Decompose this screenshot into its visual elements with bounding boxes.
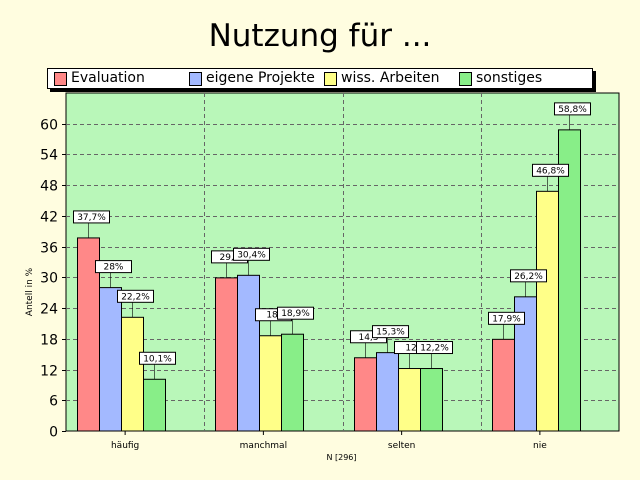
y-tick-label: 36 (40, 241, 58, 257)
x-tick-label: häufig (111, 441, 139, 451)
legend-swatch-wiss-arbeiten (324, 72, 337, 86)
data-label: 22,2% (121, 292, 150, 302)
data-label: 14,3 (358, 333, 378, 343)
data-label-box (372, 325, 409, 339)
data-label-box (95, 260, 132, 274)
legend-swatch-evaluation (54, 72, 67, 86)
data-label: 12,2% (420, 344, 449, 354)
y-tick-label: 0 (49, 425, 58, 441)
data-label-box (233, 247, 270, 261)
data-label-box (139, 351, 176, 365)
data-label: 18,9% (281, 309, 310, 319)
data-label-box (554, 102, 591, 116)
bar (420, 368, 443, 432)
data-label: 18, (266, 311, 280, 321)
legend-label-sonstiges: sonstiges (476, 70, 543, 86)
bar (536, 190, 559, 432)
y-tick-label: 30 (40, 271, 58, 287)
data-label: 10,1% (143, 354, 172, 364)
legend-label-eigene-projekte: eigene Projekte (206, 70, 315, 86)
bar (121, 316, 144, 432)
y-tick-label: 12 (40, 364, 58, 380)
data-label-box (488, 311, 525, 325)
data-label: 30,4% (237, 250, 266, 260)
legend: Evaluation eigene Projekte wiss. Arbeite… (47, 68, 593, 89)
footnote: N [296] (326, 453, 356, 462)
bar (281, 333, 304, 432)
y-tick-label: 48 (40, 179, 58, 195)
y-tick-label: 54 (40, 148, 58, 164)
bar (143, 378, 166, 432)
data-label: 17,9% (492, 314, 521, 324)
data-label-box (532, 163, 569, 177)
bar (492, 338, 515, 432)
data-label-box (117, 289, 154, 303)
legend-label-evaluation: Evaluation (71, 70, 145, 86)
data-label: 15,3% (376, 328, 405, 338)
bar (237, 274, 260, 432)
bar (376, 352, 399, 432)
bar (99, 287, 122, 432)
data-label: 28% (103, 263, 123, 273)
bar (259, 335, 282, 432)
y-tick-label: 42 (40, 210, 58, 226)
data-label-box (416, 341, 453, 355)
data-label: 58,8% (558, 105, 587, 115)
y-tick-label: 60 (40, 118, 58, 134)
data-label: 46,8% (536, 166, 565, 176)
bar (215, 277, 238, 432)
data-label: 12, (405, 344, 419, 354)
data-label: 37,7% (77, 213, 106, 223)
y-tick-label: 18 (40, 333, 58, 349)
legend-swatch-sonstiges (459, 72, 472, 86)
chart-title: Nutzung für ... (208, 18, 432, 54)
bar (398, 368, 421, 432)
y-tick-label: 24 (40, 302, 58, 318)
bar (354, 357, 377, 432)
y-tick-label: 6 (49, 394, 58, 410)
data-label: 29,9 (219, 253, 239, 263)
data-label: 26,2% (514, 272, 543, 282)
x-tick-label: manchmal (240, 441, 287, 451)
data-label-box (73, 210, 110, 224)
data-label-box (277, 306, 314, 320)
legend-swatch-eigene-projekte (189, 72, 202, 86)
data-label-box (510, 269, 547, 283)
x-tick-label: nie (533, 441, 547, 451)
x-tick-label: selten (388, 441, 416, 451)
y-axis-label: Antell in % (25, 267, 35, 316)
legend-label-wiss-arbeiten: wiss. Arbeiten (341, 70, 440, 86)
